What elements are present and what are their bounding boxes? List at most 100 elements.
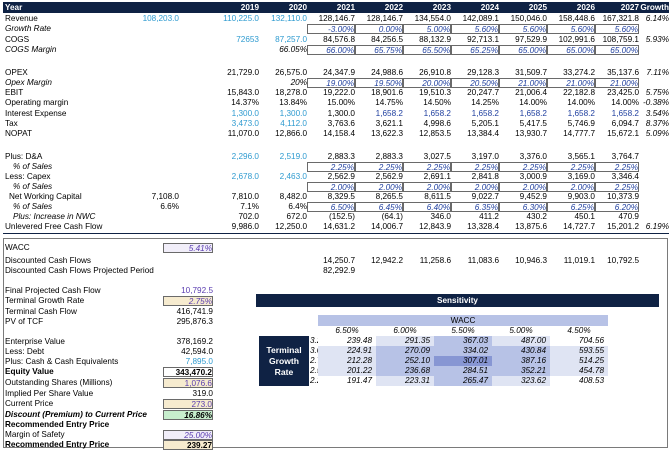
cell[interactable]: 12,250.0 bbox=[275, 222, 307, 231]
final-cf-value[interactable]: 10,792.5 bbox=[181, 286, 213, 295]
cell[interactable]: 3,473.0 bbox=[231, 119, 259, 128]
sensitivity-cell[interactable]: 387.16 bbox=[492, 356, 550, 366]
cell[interactable]: 2.00% bbox=[499, 182, 547, 192]
cell[interactable]: 14.75% bbox=[375, 98, 403, 107]
cell[interactable]: 3,169.0 bbox=[567, 172, 595, 181]
cell[interactable]: 6.30% bbox=[499, 202, 547, 212]
sensitivity-cell[interactable]: 430.84 bbox=[492, 346, 550, 356]
cell[interactable]: 6.50% bbox=[307, 202, 355, 212]
cell[interactable]: (64.1) bbox=[381, 212, 403, 221]
sensitivity-cell[interactable]: 334.02 bbox=[434, 346, 492, 356]
cell[interactable]: 450.1 bbox=[574, 212, 596, 221]
cell[interactable]: 24,347.9 bbox=[323, 68, 355, 77]
cell[interactable]: 1,300.0 bbox=[327, 109, 355, 118]
implied-price-value[interactable]: 319.0 bbox=[192, 389, 214, 398]
cell[interactable]: 14,158.4 bbox=[323, 129, 355, 138]
sensitivity-cell[interactable]: 284.51 bbox=[434, 366, 492, 376]
cell[interactable]: 13,384.4 bbox=[467, 129, 499, 138]
cell[interactable]: 108,759.1 bbox=[602, 35, 639, 44]
cell[interactable]: 411.2 bbox=[479, 212, 499, 221]
cell[interactable]: 14.37% bbox=[231, 98, 259, 107]
cell[interactable]: 3,027.5 bbox=[423, 152, 451, 161]
cell[interactable]: 2,562.9 bbox=[375, 172, 403, 181]
cell[interactable]: 14,250.7 bbox=[323, 256, 355, 265]
cell[interactable]: 21.00% bbox=[499, 78, 547, 88]
cell[interactable]: 12,866.0 bbox=[275, 129, 307, 138]
cell[interactable]: 2.00% bbox=[355, 182, 403, 192]
cell[interactable]: 29,128.3 bbox=[467, 68, 499, 77]
pv-tcf-value[interactable]: 295,876.3 bbox=[176, 317, 213, 326]
cell[interactable]: 66.05% bbox=[279, 45, 307, 54]
cell[interactable]: 65.75% bbox=[355, 45, 403, 55]
cell[interactable]: 18,901.6 bbox=[371, 88, 403, 97]
sensitivity-cell[interactable]: 487.00 bbox=[492, 336, 550, 346]
cell[interactable]: 20.00% bbox=[403, 78, 451, 88]
sensitivity-cell[interactable]: 212.28 bbox=[318, 356, 376, 366]
wacc-input[interactable]: 5.41% bbox=[163, 243, 213, 253]
cell[interactable]: 14.00% bbox=[611, 98, 639, 107]
cell[interactable]: 2.25% bbox=[547, 162, 595, 172]
sensitivity-cell[interactable]: 408.53 bbox=[550, 376, 608, 386]
cell[interactable]: 9,452.9 bbox=[519, 192, 547, 201]
cell[interactable]: 346.0 bbox=[430, 212, 452, 221]
cell[interactable]: 8,329.5 bbox=[327, 192, 355, 201]
cell[interactable]: 9,903.0 bbox=[567, 192, 595, 201]
cell[interactable]: 2.00% bbox=[307, 182, 355, 192]
cell[interactable]: 24,988.6 bbox=[371, 68, 403, 77]
cell[interactable]: 11,258.6 bbox=[419, 256, 451, 265]
growth-cell[interactable]: 6.14% bbox=[645, 14, 669, 23]
equity-value[interactable]: 343,470.2 bbox=[163, 367, 213, 377]
sensitivity-cell[interactable]: 201.22 bbox=[318, 366, 376, 376]
sensitivity-cell[interactable]: 224.91 bbox=[318, 346, 376, 356]
cell[interactable]: 65.25% bbox=[451, 45, 499, 55]
cell[interactable]: 88,132.9 bbox=[419, 35, 451, 44]
cell[interactable]: 3,764.7 bbox=[611, 152, 639, 161]
cell[interactable]: 8,611.5 bbox=[424, 192, 451, 201]
growth-cell[interactable]: 3.54% bbox=[645, 109, 669, 118]
cell[interactable]: 20.50% bbox=[451, 78, 499, 88]
cell[interactable]: 102,991.6 bbox=[558, 35, 595, 44]
cell[interactable]: 35,137.6 bbox=[607, 68, 639, 77]
cell[interactable]: 128,146.7 bbox=[318, 14, 355, 23]
cell[interactable]: 66.00% bbox=[307, 45, 355, 55]
cell[interactable]: 3,565.1 bbox=[567, 152, 595, 161]
cell[interactable]: 3,621.1 bbox=[375, 119, 403, 128]
cell[interactable]: 14.00% bbox=[519, 98, 547, 107]
cell[interactable]: 26,910.8 bbox=[419, 68, 451, 77]
cell[interactable]: 10,792.5 bbox=[607, 256, 639, 265]
cash-value[interactable]: 7,895.0 bbox=[185, 357, 213, 366]
cell[interactable]: 33,274.2 bbox=[563, 68, 595, 77]
cell[interactable]: 3,346.4 bbox=[611, 172, 639, 181]
sensitivity-cell[interactable]: 252.10 bbox=[376, 356, 434, 366]
cell[interactable]: 2,883.3 bbox=[327, 152, 355, 161]
cell[interactable]: 142,089.1 bbox=[462, 14, 499, 23]
sensitivity-cell[interactable]: 704.56 bbox=[550, 336, 608, 346]
cell[interactable]: 2,463.0 bbox=[279, 172, 307, 181]
cell[interactable]: 2.25% bbox=[595, 182, 639, 192]
cell[interactable]: 14,006.7 bbox=[371, 222, 403, 231]
cell[interactable]: 1,658.2 bbox=[375, 109, 403, 118]
sensitivity-cell[interactable]: 307.01 bbox=[434, 356, 492, 366]
cell[interactable]: 10,946.3 bbox=[515, 256, 547, 265]
cell[interactable]: 19.50% bbox=[355, 78, 403, 88]
cell[interactable]: 470.9 bbox=[618, 212, 640, 221]
sensitivity-cell[interactable]: 367.03 bbox=[434, 336, 492, 346]
cell[interactable]: 8,265.5 bbox=[375, 192, 403, 201]
cell[interactable]: 3,763.6 bbox=[327, 119, 355, 128]
cell[interactable]: 6.25% bbox=[547, 202, 595, 212]
cell[interactable]: 15,843.0 bbox=[227, 88, 259, 97]
growth-cell[interactable]: 5.93% bbox=[645, 35, 669, 44]
cell[interactable]: 158,448.6 bbox=[558, 14, 595, 23]
cell[interactable]: 5.60% bbox=[499, 24, 547, 34]
cell[interactable]: 12,942.2 bbox=[371, 256, 403, 265]
cell[interactable]: 2.25% bbox=[355, 162, 403, 172]
tgr-input[interactable]: 2.75% bbox=[163, 296, 213, 306]
growth-cell[interactable]: 6.19% bbox=[645, 222, 669, 231]
cell[interactable]: 6.35% bbox=[451, 202, 499, 212]
sensitivity-cell[interactable]: 352.21 bbox=[492, 366, 550, 376]
cell[interactable]: 702.0 bbox=[238, 212, 260, 221]
cell[interactable]: 15,201.2 bbox=[607, 222, 639, 231]
cell[interactable]: 2.25% bbox=[451, 162, 499, 172]
cell[interactable]: 21.00% bbox=[547, 78, 595, 88]
cell[interactable]: 2,519.0 bbox=[279, 152, 307, 161]
